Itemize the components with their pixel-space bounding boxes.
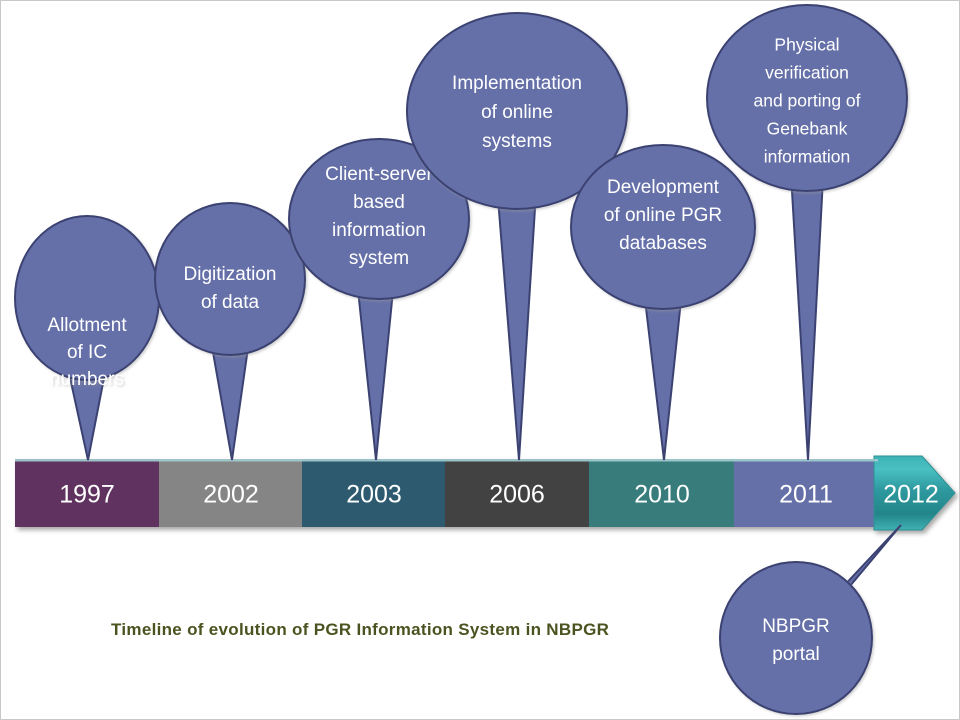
callout-line-2006-1: Implementation bbox=[452, 73, 582, 94]
callout-line-2011-5: information bbox=[764, 147, 851, 167]
callout-line-1997-2: of IC bbox=[67, 342, 107, 363]
callout-shape-2012 bbox=[719, 561, 873, 715]
timeline-segment-2011[interactable] bbox=[734, 459, 878, 527]
callout-line-2006-2: of online bbox=[481, 102, 553, 123]
segment-fill-2003 bbox=[302, 459, 445, 527]
callout-line-2002-1: Digitization bbox=[184, 264, 277, 285]
callout-bubble-2010[interactable]: Development of online PGR databases bbox=[570, 144, 756, 310]
segment-fill-2012 bbox=[873, 455, 956, 531]
callout-shape-2006 bbox=[406, 12, 628, 210]
callout-tail-2002 bbox=[209, 340, 251, 461]
bar-top-highlight bbox=[15, 459, 878, 462]
timeline-bar bbox=[15, 455, 956, 531]
timeline-segment-2003[interactable] bbox=[302, 459, 445, 527]
year-label-2010: 2010 bbox=[634, 481, 690, 509]
callout-tails bbox=[67, 140, 902, 624]
segment-fill-2006 bbox=[445, 459, 589, 527]
timeline-segment-2002[interactable] bbox=[159, 459, 302, 527]
callout-bubble-2002[interactable]: Digitization of data bbox=[154, 202, 306, 356]
segment-fill-2010 bbox=[589, 459, 734, 527]
diagram-caption: Timeline of evolution of PGR Information… bbox=[111, 620, 609, 639]
callout-line-2010-2: of online PGR bbox=[604, 205, 722, 226]
callout-shape-2010 bbox=[570, 144, 756, 310]
callout-line-2010-3: databases bbox=[619, 233, 707, 254]
segment-fill-2002 bbox=[159, 459, 302, 527]
callout-bubble-1997[interactable]: Allotment of IC numbers bbox=[14, 215, 160, 390]
callout-line-2012-2: portal bbox=[772, 644, 820, 665]
callout-line-2011-2: verification bbox=[765, 63, 849, 83]
callout-shape-2002 bbox=[154, 202, 306, 356]
callout-line-2010-1: Development bbox=[607, 177, 720, 198]
callout-line-2003-2: based bbox=[353, 192, 405, 213]
timeline-segment-1997[interactable] bbox=[15, 459, 159, 527]
segment-fill-2011 bbox=[734, 459, 878, 527]
callout-line-2003-3: information bbox=[332, 220, 426, 241]
callout-shape-2003 bbox=[288, 138, 470, 300]
callout-bubble-2011[interactable]: Physical verification and porting of Gen… bbox=[706, 4, 908, 192]
timeline-year-labels: 1997 2002 2003 2006 2010 2011 2012 bbox=[59, 481, 939, 509]
callout-line-1997-1: Allotment bbox=[47, 315, 127, 336]
segment-fill-1997 bbox=[15, 459, 159, 527]
callout-line-2011-3: and porting of bbox=[753, 91, 860, 111]
year-label-1997: 1997 bbox=[59, 481, 115, 509]
callout-shape-2011 bbox=[706, 4, 908, 192]
year-label-2006: 2006 bbox=[489, 481, 545, 509]
year-label-2002: 2002 bbox=[203, 481, 259, 509]
callout-line-2003-4: system bbox=[349, 248, 409, 269]
callout-bubble-2012[interactable]: NBPGR portal bbox=[719, 561, 873, 715]
callout-line-2012-1: NBPGR bbox=[762, 616, 830, 637]
callout-line-2011-4: Genebank bbox=[767, 119, 848, 139]
year-label-2003: 2003 bbox=[346, 481, 402, 509]
timeline-segment-2012[interactable] bbox=[873, 455, 956, 531]
year-label-2011: 2011 bbox=[779, 481, 833, 509]
timeline-segment-2006[interactable] bbox=[445, 459, 589, 527]
callout-tail-2010 bbox=[642, 290, 684, 461]
callout-line-2011-1: Physical bbox=[774, 35, 839, 55]
timeline-segment-2010[interactable] bbox=[589, 459, 734, 527]
callout-line-2006-3: systems bbox=[482, 131, 552, 152]
callout-line-2003-1: Client-server bbox=[325, 164, 433, 185]
callout-line-1997-3: numbers bbox=[50, 369, 124, 390]
callout-line-2002-2: of data bbox=[201, 292, 260, 313]
year-label-2012: 2012 bbox=[883, 481, 939, 509]
callout-bubble-2006[interactable]: Implementation of online systems bbox=[406, 12, 628, 210]
callout-bubble-2003[interactable]: Client-server based information system bbox=[288, 138, 470, 300]
